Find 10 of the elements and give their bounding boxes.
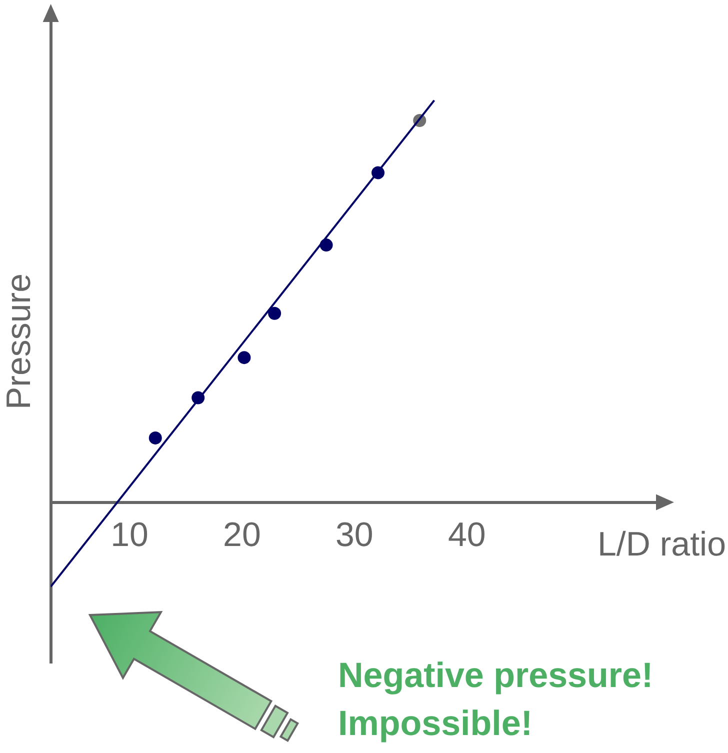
text: Negative pressure! Impossible! bbox=[338, 655, 654, 745]
point bbox=[268, 306, 282, 320]
x-tick-label: 30 bbox=[335, 516, 374, 554]
point bbox=[238, 351, 251, 364]
x-axis-title: L/D ratio bbox=[598, 526, 726, 564]
x-tick-label: 10 bbox=[110, 516, 148, 554]
x-tick-label: 20 bbox=[223, 516, 261, 554]
x-tick-label: 40 bbox=[448, 516, 486, 554]
y-axis-title: Pressure bbox=[0, 273, 38, 410]
point bbox=[148, 431, 162, 444]
